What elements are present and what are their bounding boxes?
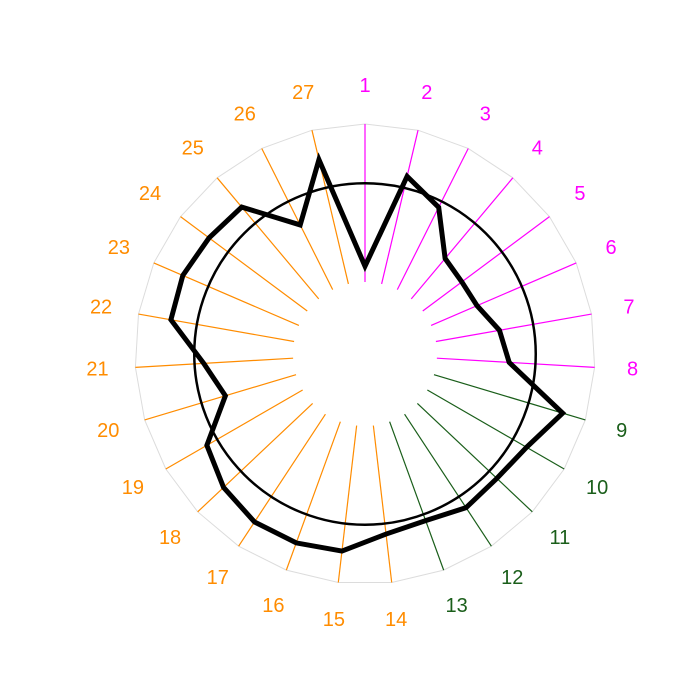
spoke-label-19: 19 xyxy=(122,477,144,499)
spoke-label-22: 22 xyxy=(90,296,112,318)
spoke-label-4: 4 xyxy=(532,138,543,160)
spoke-label-18: 18 xyxy=(159,527,181,549)
spoke-label-5: 5 xyxy=(574,183,585,205)
spoke-label-26: 26 xyxy=(234,104,256,126)
spoke-6 xyxy=(430,262,577,327)
outer-grid-polygon xyxy=(134,123,596,583)
spoke-17 xyxy=(238,413,326,547)
spoke-27 xyxy=(311,130,349,285)
spoke-label-2: 2 xyxy=(421,82,432,104)
spoke-label-12: 12 xyxy=(501,567,523,589)
spoke-26 xyxy=(261,148,334,290)
spoke-label-9: 9 xyxy=(616,420,627,442)
spoke-label-20: 20 xyxy=(97,420,119,442)
spoke-19 xyxy=(165,389,303,470)
spoke-14 xyxy=(372,425,393,583)
spoke-label-11: 11 xyxy=(550,527,571,549)
spoke-label-23: 23 xyxy=(108,237,130,259)
spoke-12 xyxy=(404,413,492,547)
spoke-label-6: 6 xyxy=(606,237,617,259)
spoke-13 xyxy=(389,421,445,571)
spoke-label-10: 10 xyxy=(586,477,608,499)
spoke-5 xyxy=(422,216,550,312)
spoke-labels: 1 234567891011121314151617181920212223242… xyxy=(86,75,638,631)
spoke-label-8: 8 xyxy=(627,359,638,381)
spoke-15 xyxy=(337,425,358,583)
spoke-16 xyxy=(285,421,341,571)
spoke-10 xyxy=(427,389,565,470)
spoke-label-24: 24 xyxy=(139,183,161,205)
grid xyxy=(134,123,596,583)
spoke-18 xyxy=(197,402,314,513)
data-series xyxy=(168,152,567,554)
spoke-22 xyxy=(138,313,295,343)
spoke-label-17: 17 xyxy=(207,567,229,589)
spoke-label-14: 14 xyxy=(385,609,407,631)
spoke-7 xyxy=(435,313,592,343)
spoke-label-16: 16 xyxy=(262,595,284,617)
spoke-3 xyxy=(396,148,469,290)
spoke-label-21: 21 xyxy=(86,359,108,381)
spoke-11 xyxy=(416,402,533,513)
spoke-label-27: 27 xyxy=(292,82,314,104)
spoke-25 xyxy=(216,177,320,300)
series-line xyxy=(168,152,567,554)
spoke-label-13: 13 xyxy=(446,595,468,617)
spoke-label-25: 25 xyxy=(182,138,204,160)
spoke-21 xyxy=(135,357,294,368)
spoke-2 xyxy=(381,130,419,285)
spoke-4 xyxy=(410,177,514,300)
spoke-20 xyxy=(144,374,297,421)
spoke-label-1: 1 xyxy=(359,75,370,97)
spokes xyxy=(135,124,595,583)
spoke-label-7: 7 xyxy=(623,296,634,318)
spoke-23 xyxy=(153,262,300,327)
spoke-24 xyxy=(180,216,308,312)
spoke-8 xyxy=(436,357,595,368)
spoke-label-15: 15 xyxy=(323,609,345,631)
spoke-label-3: 3 xyxy=(480,104,491,126)
